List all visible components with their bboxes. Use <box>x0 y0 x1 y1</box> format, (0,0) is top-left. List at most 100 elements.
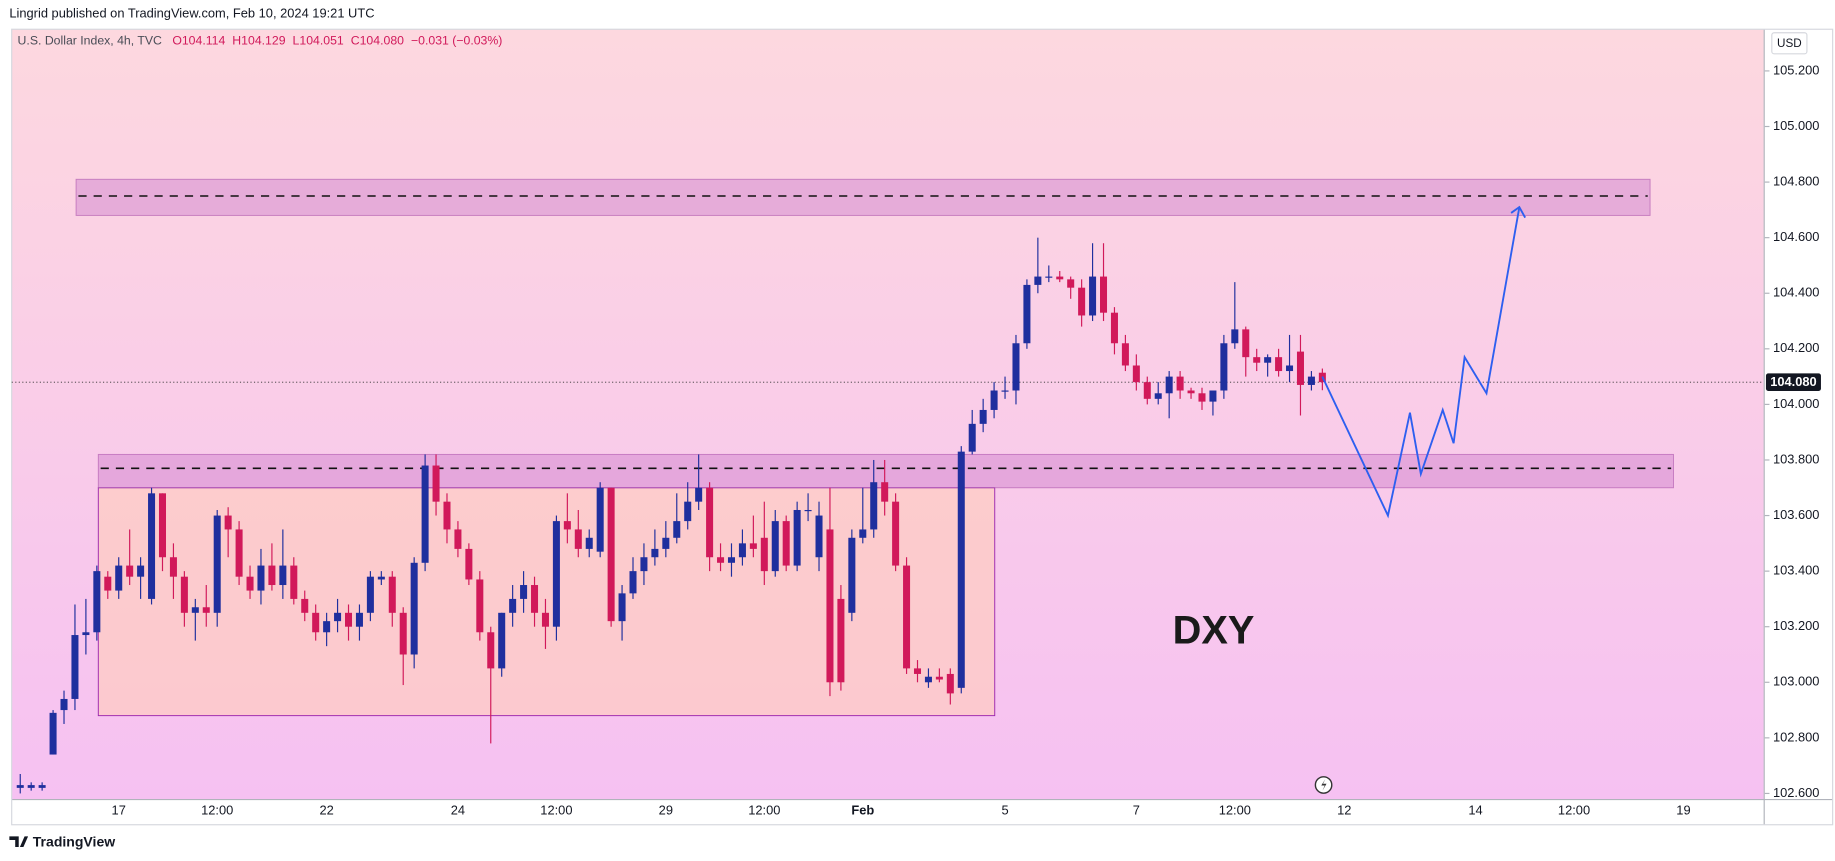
candle-body <box>115 565 123 591</box>
currency-box <box>1771 32 1808 55</box>
candle-body <box>1154 393 1162 399</box>
candle-body <box>246 576 254 591</box>
candle-body <box>377 576 385 580</box>
x-tick-label: 24 <box>451 803 465 818</box>
candle-body <box>1275 357 1283 372</box>
candle-body <box>410 562 418 655</box>
x-tick-label: 12:00 <box>748 803 780 818</box>
candle-body <box>235 529 243 577</box>
candle-body <box>1220 343 1228 391</box>
candle-body <box>1110 312 1118 344</box>
candle-body <box>1012 343 1020 391</box>
candle-body <box>355 612 363 627</box>
candle-body <box>279 565 287 586</box>
candle-body <box>344 612 353 627</box>
candle-body <box>290 565 298 599</box>
legend-value: C104.080 <box>351 34 404 48</box>
legend-value: O104.114 <box>172 34 225 48</box>
candle-body <box>126 565 134 577</box>
candle-body <box>1176 376 1184 391</box>
y-tick-label: 104.200 <box>1773 340 1819 355</box>
candle-body <box>1253 357 1261 363</box>
candle-body <box>82 632 90 636</box>
logo-text[interactable]: TradingView <box>33 834 115 850</box>
candle-body <box>574 529 582 549</box>
candle-body <box>727 557 735 563</box>
candle-body <box>1307 376 1315 385</box>
candle-body <box>717 557 725 563</box>
legend-value: L104.051 <box>293 34 344 48</box>
candle-body <box>596 487 604 552</box>
zone <box>75 178 1651 216</box>
candle-body <box>531 585 539 613</box>
candle-body <box>804 509 812 512</box>
candle-body <box>487 632 495 669</box>
event-bolt[interactable] <box>1321 779 1327 791</box>
candle-body <box>1121 343 1129 366</box>
candle-body <box>640 557 648 572</box>
candle-body <box>990 390 998 410</box>
y-tick-label: 103.400 <box>1773 563 1819 578</box>
candle-body <box>870 482 878 530</box>
candle-body <box>137 565 145 577</box>
candle-body <box>1296 351 1304 385</box>
candle-body <box>881 482 889 502</box>
candle-body <box>1187 390 1195 394</box>
y-tick-label: 104.000 <box>1773 396 1819 411</box>
candle-body <box>1242 329 1250 358</box>
candle-body <box>520 585 528 599</box>
candle-body <box>837 598 845 683</box>
time-axis-background <box>11 800 1764 825</box>
candle-body <box>202 607 210 613</box>
candle-body <box>1231 329 1239 344</box>
range-box <box>97 487 996 717</box>
candle-body <box>946 673 954 694</box>
y-tick-label: 103.000 <box>1773 674 1819 689</box>
candle-body <box>388 576 396 613</box>
candle-body <box>585 537 593 549</box>
candle-body <box>1209 390 1217 402</box>
candle-body <box>498 612 506 669</box>
candle-body <box>684 501 692 522</box>
candle-body <box>312 612 320 633</box>
y-tick-label: 105.200 <box>1773 62 1819 77</box>
candle-body <box>662 537 670 549</box>
x-tick-label: 7 <box>1133 803 1140 818</box>
candle-body <box>979 409 987 424</box>
candle-body <box>1100 276 1108 313</box>
y-tick-label: 104.600 <box>1773 229 1819 244</box>
candle-body <box>749 543 757 549</box>
candle-body <box>859 529 867 538</box>
candle-body <box>366 576 374 613</box>
projection-path <box>1321 206 1521 519</box>
candle-body <box>924 676 932 683</box>
candle-body <box>1078 287 1086 316</box>
event-icon[interactable] <box>1314 776 1333 794</box>
candle-body <box>782 521 790 566</box>
legend: U.S. Dollar Index, 4h, TVC O104.114 H104.… <box>18 34 503 48</box>
candle-body <box>1034 276 1042 285</box>
candle-body <box>49 712 57 755</box>
chart-frame <box>11 28 1834 826</box>
candle-body <box>1001 390 1009 392</box>
candle-body <box>706 487 714 558</box>
candle-body <box>257 565 265 591</box>
candle-body <box>826 529 834 683</box>
y-tick-label: 102.600 <box>1773 785 1819 800</box>
candle-body <box>27 785 35 788</box>
candle-body <box>191 607 199 613</box>
y-tick-label: 103.200 <box>1773 618 1819 633</box>
candle-body <box>1023 284 1031 344</box>
candle-body <box>913 668 922 674</box>
candle-body <box>968 423 976 452</box>
candle-body <box>38 785 46 788</box>
candle-body <box>793 509 801 566</box>
last-price-label: 104.080 <box>1770 374 1816 389</box>
candle-body <box>158 493 167 558</box>
candle-body <box>1286 365 1294 372</box>
candle-body <box>771 521 779 572</box>
y-tick-label: 103.800 <box>1773 451 1819 466</box>
candle-body <box>541 612 549 627</box>
candle-body <box>1143 382 1151 399</box>
